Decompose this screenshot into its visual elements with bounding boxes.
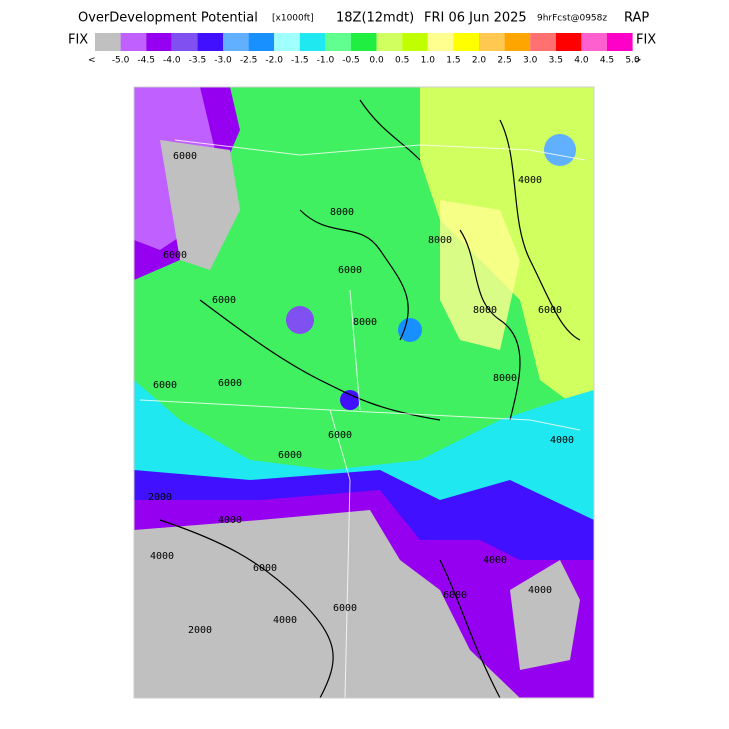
contour-label: 6000: [443, 590, 467, 601]
colorbar-label: 1.0: [421, 56, 436, 66]
contour-label: 6000: [538, 305, 562, 316]
contour-label: 4000: [218, 515, 242, 526]
contour-label: 8000: [428, 235, 452, 246]
contour-label: 6000: [153, 380, 177, 391]
colorbar-swatch: [453, 33, 479, 51]
fix-left: FIX: [68, 33, 88, 48]
colorbar-swatch: [299, 33, 326, 51]
contour-label: 8000: [493, 373, 517, 384]
colorbar-label: -3.0: [214, 56, 232, 66]
colorbar-swatch: [427, 33, 454, 51]
contour-label: 4000: [150, 551, 174, 562]
colorbar-swatch: [504, 33, 531, 51]
date: FRI 06 Jun 2025: [424, 11, 527, 26]
colorbar-label: -2.5: [240, 56, 258, 66]
contour-label: 4000: [518, 175, 542, 186]
units: [x1000ft]: [272, 14, 314, 24]
colorbar-label: 5.0: [625, 56, 640, 66]
contour-labels: 6000 6000 8000 6000 6000 8000 8000 6000 6000 8000…: [148, 151, 574, 636]
colorbar-swatch: [479, 33, 505, 51]
fix-right: FIX: [636, 33, 656, 48]
contour-label: 6000: [212, 295, 236, 306]
contour-label: 6000: [278, 450, 302, 461]
colorbar-swatch: [95, 33, 121, 51]
colorbar-label: 1.5: [446, 56, 460, 66]
colorbar-label: -2.0: [265, 56, 283, 66]
colorbar-swatch: [530, 33, 556, 51]
colorbar-label: 3.0: [523, 56, 538, 66]
contour-label: 4000: [550, 435, 574, 446]
map-frame: [133, 86, 595, 699]
colorbar-label: -0.5: [342, 56, 360, 66]
contour-label: 6000: [338, 265, 362, 276]
contour-label: 8000: [330, 207, 354, 218]
contour-label: 6000: [328, 430, 352, 441]
title: OverDevelopment Potential: [78, 11, 258, 26]
colorbar: FIX FIX < > -5.0 -4.5 -4.0 -3.5 -3.0 -2.5 -2.0…: [68, 33, 656, 66]
colorbar-swatch: [581, 33, 607, 51]
valid: 18Z(12mdt): [336, 11, 414, 26]
contour-label: 6000: [173, 151, 197, 162]
header: OverDevelopment Potential [x1000ft] 18Z(…: [78, 11, 649, 26]
forecast: 9hrFcst@0958z: [537, 14, 607, 24]
colorbar-label: 2.5: [497, 56, 511, 66]
contour-label: 8000: [473, 305, 497, 316]
colorbar-swatch: [274, 33, 300, 51]
colorbar-swatch: [223, 33, 249, 51]
colorbar-swatch: [120, 33, 147, 51]
colorbar-label: -4.5: [137, 56, 155, 66]
contour-label: 2000: [188, 625, 212, 636]
colorbar-label: -1.0: [317, 56, 335, 66]
colorbar-swatch: [402, 33, 428, 51]
colorbar-swatch: [325, 33, 351, 51]
colorbar-swatch: [555, 33, 582, 51]
colorbar-label: 0.0: [369, 56, 384, 66]
colorbar-label: 2.0: [472, 56, 487, 66]
colorbar-label: -3.5: [189, 56, 207, 66]
contour-label: 6000: [333, 603, 357, 614]
map: 6000 6000 8000 6000 6000 8000 8000 6000 6000 8000…: [133, 86, 595, 699]
colorbar-label: -4.0: [163, 56, 181, 66]
contour-label: 6000: [253, 563, 277, 574]
model: RAP: [624, 11, 649, 26]
colorbar-swatch: [351, 33, 377, 51]
colorbar-label: 3.5: [549, 56, 563, 66]
colorbar-label: -1.5: [291, 56, 309, 66]
high-arrow: >: [634, 56, 642, 66]
colorbar-label: 0.5: [395, 56, 409, 66]
contour-label: 6000: [163, 250, 187, 261]
colorbar-swatch: [146, 33, 172, 51]
colorbar-label: 4.0: [574, 56, 589, 66]
contour-label: 4000: [483, 555, 507, 566]
colorbar-swatch: [376, 33, 403, 51]
low-arrow: <: [88, 56, 96, 66]
contour-label: 8000: [353, 317, 377, 328]
contour-label: 2000: [148, 492, 172, 503]
colorbar-swatch: [197, 33, 223, 51]
contour-label: 4000: [528, 585, 552, 596]
colorbar-swatch: [248, 33, 275, 51]
colorbar-label: 4.5: [600, 56, 614, 66]
colorbar-swatch: [607, 33, 633, 51]
contour-label: 4000: [273, 615, 297, 626]
contour-label: 6000: [218, 378, 242, 389]
colorbar-label: -5.0: [112, 56, 130, 66]
colorbar-swatch: [171, 33, 198, 51]
